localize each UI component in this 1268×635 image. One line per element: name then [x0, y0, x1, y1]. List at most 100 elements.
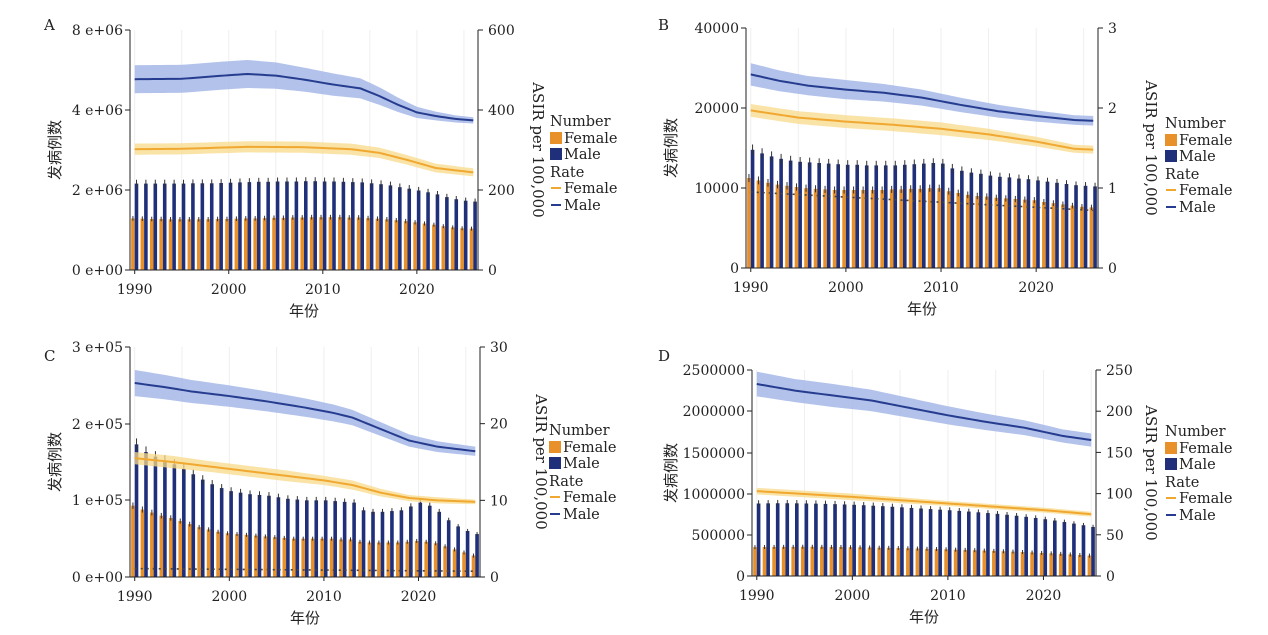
male-number-bar: [1036, 180, 1040, 268]
female-number-bar: [1013, 199, 1018, 268]
legend-female-swatch: [549, 441, 561, 453]
female-number-bar: [886, 547, 891, 576]
male-number-bar: [1055, 182, 1059, 268]
female-number-bar: [385, 219, 389, 270]
female-number-bar: [899, 189, 903, 268]
female-number-bar: [441, 226, 446, 270]
female-number-bar: [159, 515, 164, 577]
y2-tick-label: 30: [490, 340, 508, 356]
male-number-bar: [874, 165, 879, 268]
y-tick-label: 1000000: [683, 487, 745, 503]
legend-number-title: Number: [1165, 116, 1226, 132]
female-number-bar: [934, 549, 939, 576]
female-number-bar: [339, 539, 343, 577]
female-number-bar: [877, 547, 881, 576]
female-number-bar: [178, 521, 183, 577]
legend-female-swatch: [1165, 442, 1177, 454]
female-number-bar: [858, 547, 862, 576]
legend-male-rate-label: Male: [1179, 200, 1216, 216]
female-number-bar: [1080, 206, 1084, 268]
male-number-bar: [1045, 181, 1050, 268]
female-number-bar: [291, 217, 295, 270]
legend-rate-title: Rate: [1165, 475, 1199, 491]
male-number-bar: [285, 181, 289, 270]
male-number-bar: [191, 474, 196, 577]
male-number-bar: [760, 153, 764, 268]
male-number-bar: [922, 163, 926, 268]
male-number-bar: [341, 181, 346, 270]
male-number-bar: [1091, 526, 1095, 576]
female-number-bar: [756, 180, 761, 268]
male-rate-line: [134, 382, 476, 453]
male-number-bar: [842, 504, 847, 576]
x-tick-label: 2020: [399, 282, 435, 298]
female-number-bar: [386, 542, 391, 577]
y-tick-label: 0 e+00: [72, 263, 123, 279]
female-rate-line: [750, 109, 1094, 151]
y-tick-label: 2 e+05: [72, 417, 123, 433]
male-number-bar: [144, 452, 148, 577]
male-number-bar: [823, 503, 828, 576]
female-number-bar: [452, 549, 457, 577]
y2-tick-label: 50: [1106, 528, 1124, 544]
female-number-bar: [965, 194, 970, 268]
male-number-bar: [134, 444, 139, 577]
y-tick-label: 0: [730, 261, 739, 277]
y-tick-label: 500000: [692, 528, 745, 544]
male-number-bar: [219, 488, 224, 577]
male-number-bar: [266, 181, 270, 270]
y-tick-label: 40000: [694, 21, 739, 37]
male-number-bar: [390, 511, 394, 577]
female-number-bar: [832, 190, 837, 268]
y-tick-label: 10000: [694, 181, 739, 197]
male-number-bar: [416, 190, 421, 270]
female-number-bar: [310, 538, 315, 577]
male-number-bar: [986, 513, 990, 576]
male-number-bar: [941, 163, 945, 268]
legend-female-label: Female: [1179, 441, 1232, 457]
female-number-bar: [794, 187, 799, 268]
male-number-bar: [200, 183, 205, 270]
female-number-bar: [216, 531, 220, 577]
male-rate-line: [134, 72, 474, 122]
male-number-bar: [1014, 515, 1019, 576]
male-number-bar: [445, 197, 449, 270]
male-number-bar: [826, 163, 831, 268]
male-number-bar: [153, 183, 158, 270]
x-tick-label: 2000: [828, 280, 864, 296]
female-number-bar: [956, 193, 961, 268]
panel-letter: D: [658, 347, 670, 365]
female-number-bar: [367, 542, 372, 577]
male-number-bar: [836, 164, 840, 268]
y2-tick-label: 600: [488, 23, 515, 39]
female-number-bar: [937, 188, 942, 268]
chart-panel-d: 0 500000 1000000 1500000 2000000 2500000 0 50 10…: [658, 347, 1232, 626]
male-number-bar: [342, 501, 347, 577]
legend-male-swatch: [1165, 458, 1177, 470]
female-number-bar: [187, 219, 192, 270]
male-number-bar: [294, 181, 299, 270]
female-number-bar: [443, 546, 447, 577]
legend-male-label: Male: [1179, 457, 1216, 473]
male-number-bar: [814, 503, 818, 576]
female-rate-band: [134, 141, 474, 177]
male-rate-line: [750, 73, 1094, 122]
legend-rate-title: Rate: [549, 474, 583, 490]
male-number-bar: [852, 504, 856, 576]
male-number-bar: [134, 183, 139, 270]
male-number-bar: [871, 505, 876, 576]
male-number-bar: [454, 199, 459, 270]
male-number-bar: [379, 184, 383, 270]
male-number-bar: [890, 506, 895, 576]
female-number-bar: [131, 505, 135, 577]
male-number-bar: [804, 503, 809, 576]
female-number-bar: [963, 549, 967, 576]
male-number-bar: [295, 499, 300, 577]
male-number-bar: [1033, 517, 1038, 576]
female-number-bar: [168, 517, 173, 577]
female-number-bar: [766, 182, 770, 268]
legend-rate-title: Rate: [1165, 167, 1199, 183]
female-number-bar: [450, 227, 455, 270]
legend-male-label: Male: [564, 147, 601, 163]
female-number-bar: [291, 538, 296, 577]
